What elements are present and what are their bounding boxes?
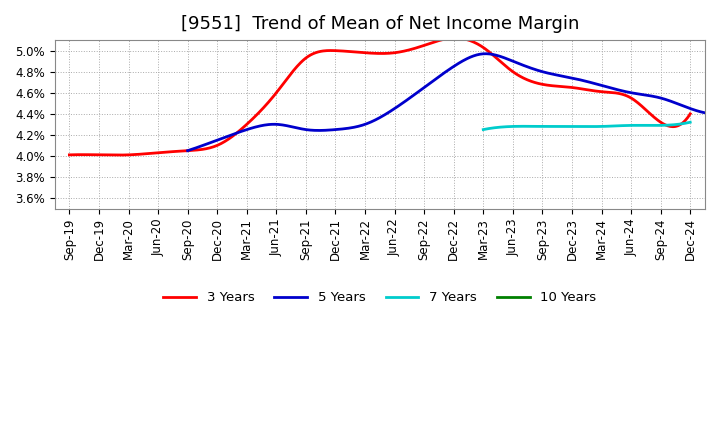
Line: 5 Years: 5 Years [188, 54, 720, 150]
7 Years [681, 121, 690, 126]
7 Years [686, 120, 695, 125]
7 Years [602, 124, 611, 129]
7 Years [649, 123, 657, 128]
3 Years [402, 48, 411, 53]
Legend: 3 Years, 5 Years, 7 Years, 10 Years: 3 Years, 5 Years, 7 Years, 10 Years [158, 286, 601, 309]
7 Years [591, 124, 600, 129]
3 Years [686, 111, 695, 117]
7 Years [479, 127, 487, 132]
5 Years [439, 71, 448, 76]
5 Years [184, 148, 192, 153]
7 Years [578, 124, 587, 129]
3 Years [111, 152, 120, 158]
7 Years [577, 124, 586, 129]
3 Years [577, 86, 585, 92]
5 Years [716, 111, 720, 117]
3 Years [673, 123, 682, 128]
3 Years [361, 50, 370, 55]
5 Years [436, 73, 445, 78]
5 Years [703, 111, 712, 116]
5 Years [481, 51, 490, 56]
Line: 3 Years: 3 Years [69, 38, 690, 155]
Title: [9551]  Trend of Mean of Net Income Margin: [9551] Trend of Mean of Net Income Margi… [181, 15, 579, 33]
3 Years [365, 51, 374, 56]
Line: 7 Years: 7 Years [483, 122, 690, 130]
3 Years [65, 152, 73, 158]
5 Years [501, 55, 510, 61]
5 Years [621, 89, 629, 94]
3 Years [436, 37, 444, 43]
3 Years [451, 35, 459, 40]
5 Years [472, 53, 480, 58]
